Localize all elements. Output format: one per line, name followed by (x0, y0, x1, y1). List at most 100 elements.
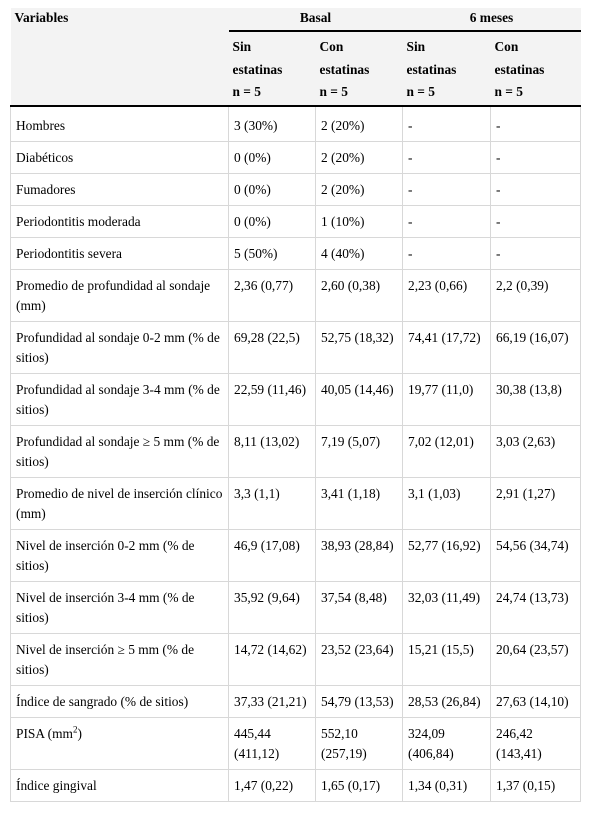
subheader-line1: Con (319, 39, 344, 54)
cell-basal-con: 4 (40%) (315, 237, 404, 270)
table-row: Hombres 3 (30%) 2 (20%) - - (10, 105, 582, 142)
cell-6m-con: - (490, 173, 582, 206)
cell-6m-con: - (490, 141, 582, 174)
cell-basal-sin: 69,28 (22,5) (228, 321, 316, 374)
row-label: Índice gingival (10, 769, 229, 802)
cell-6m-con: 54,56 (34,74) (490, 529, 582, 582)
row-label: Promedio de profundidad al sondaje (mm) (10, 269, 229, 322)
table-row: Nivel de inserción ≥ 5 mm (% de sitios) … (10, 633, 582, 686)
subheader-6m-con-estatinas: Con estatinas n = 5 (490, 31, 581, 107)
clinical-data-table: Variables Basal 6 meses Sin estatinas n … (10, 8, 582, 802)
cell-basal-sin: 14,72 (14,62) (228, 633, 316, 686)
row-label: Promedio de nivel de inserción clínico (… (10, 477, 229, 530)
cell-6m-con: 20,64 (23,57) (490, 633, 582, 686)
cell-basal-con: 2,60 (0,38) (315, 269, 404, 322)
superscript-2: 2 (72, 724, 78, 735)
row-label: Profundidad al sondaje 0-2 mm (% de siti… (10, 321, 229, 374)
subheader-line1: Con (494, 39, 519, 54)
cell-basal-sin: 0 (0%) (228, 205, 316, 238)
cell-6m-sin: 3,1 (1,03) (402, 477, 492, 530)
cell-basal-sin: 445,44 (411,12) (228, 717, 316, 770)
table-row: Diabéticos 0 (0%) 2 (20%) - - (10, 141, 582, 174)
cell-6m-con: 30,38 (13,8) (490, 373, 582, 426)
row-label: Nivel de inserción 0-2 mm (% de sitios) (10, 529, 229, 582)
cell-6m-con: - (490, 205, 582, 238)
table-row: Índice de sangrado (% de sitios) 37,33 (… (10, 685, 582, 718)
cell-basal-sin: 46,9 (17,08) (228, 529, 316, 582)
row-label: Fumadores (10, 173, 229, 206)
row-label: Periodontitis moderada (10, 205, 229, 238)
cell-6m-sin: - (402, 173, 492, 206)
subheader-n: n = 5 (319, 84, 348, 99)
table-row: Índice gingival 1,47 (0,22) 1,65 (0,17) … (10, 769, 582, 802)
subheader-n: n = 5 (232, 84, 261, 99)
cell-basal-sin: 22,59 (11,46) (228, 373, 316, 426)
cell-6m-sin: - (402, 205, 492, 238)
subheader-basal-sin-estatinas: Sin estatinas n = 5 (228, 31, 316, 107)
table-row: Profundidad al sondaje 0-2 mm (% de siti… (10, 321, 582, 374)
cell-6m-sin: 15,21 (15,5) (402, 633, 492, 686)
cell-basal-con: 40,05 (14,46) (315, 373, 404, 426)
cell-basal-sin: 3,3 (1,1) (228, 477, 316, 530)
cell-basal-con: 1 (10%) (315, 205, 404, 238)
cell-basal-sin: 35,92 (9,64) (228, 581, 316, 634)
cell-basal-con: 23,52 (23,64) (315, 633, 404, 686)
cell-6m-con: 2,91 (1,27) (490, 477, 582, 530)
table-header: Variables Basal 6 meses Sin estatinas n … (10, 8, 581, 107)
row-label: Profundidad al sondaje 3-4 mm (% de siti… (10, 373, 229, 426)
row-label-text: PISA (mm (16, 725, 73, 741)
cell-6m-sin: - (402, 141, 492, 174)
cell-6m-con: 66,19 (16,07) (490, 321, 582, 374)
subheader-basal-con-estatinas: Con estatinas n = 5 (315, 31, 403, 107)
cell-6m-sin: 7,02 (12,01) (402, 425, 492, 478)
row-label: Diabéticos (10, 141, 229, 174)
cell-6m-con: - (490, 237, 582, 270)
cell-6m-con: 1,37 (0,15) (490, 769, 582, 802)
cell-6m-sin: - (402, 105, 492, 142)
row-label: Profundidad al sondaje ≥ 5 mm (% de siti… (10, 425, 229, 478)
header-variables: Variables (10, 8, 229, 107)
table-row: Promedio de nivel de inserción clínico (… (10, 477, 582, 530)
cell-basal-con: 52,75 (18,32) (315, 321, 404, 374)
cell-6m-sin: 324,09 (406,84) (402, 717, 492, 770)
table-row: Nivel de inserción 3-4 mm (% de sitios) … (10, 581, 582, 634)
cell-6m-con: 24,74 (13,73) (490, 581, 582, 634)
cell-basal-sin: 8,11 (13,02) (228, 425, 316, 478)
cell-6m-con: 2,2 (0,39) (490, 269, 582, 322)
cell-basal-con: 2 (20%) (315, 173, 404, 206)
row-label: Periodontitis severa (10, 237, 229, 270)
table-row: Promedio de profundidad al sondaje (mm) … (10, 269, 582, 322)
table-row: Profundidad al sondaje 3-4 mm (% de siti… (10, 373, 582, 426)
row-label: Nivel de inserción 3-4 mm (% de sitios) (10, 581, 229, 634)
subheader-line2: estatinas (494, 61, 545, 77)
subheader-n: n = 5 (406, 84, 435, 99)
cell-6m-con: - (490, 105, 582, 142)
subheader-n: n = 5 (494, 84, 523, 99)
cell-6m-con: 246,42 (143,41) (490, 717, 582, 770)
row-label-suffix: ) (77, 725, 82, 741)
cell-6m-sin: - (402, 237, 492, 270)
cell-basal-sin: 0 (0%) (228, 141, 316, 174)
cell-basal-sin: 0 (0%) (228, 173, 316, 206)
table-row: Nivel de inserción 0-2 mm (% de sitios) … (10, 529, 582, 582)
cell-6m-sin: 52,77 (16,92) (402, 529, 492, 582)
subheader-line2: estatinas (406, 61, 457, 77)
cell-basal-con: 54,79 (13,53) (315, 685, 404, 718)
cell-basal-sin: 2,36 (0,77) (228, 269, 316, 322)
table-row: Fumadores 0 (0%) 2 (20%) - - (10, 173, 582, 206)
cell-basal-con: 3,41 (1,18) (315, 477, 404, 530)
row-label-pisa: PISA (mm2) (10, 717, 229, 770)
cell-basal-sin: 3 (30%) (228, 105, 316, 142)
table-row: Profundidad al sondaje ≥ 5 mm (% de siti… (10, 425, 582, 478)
row-label: Índice de sangrado (% de sitios) (10, 685, 229, 718)
cell-basal-con: 2 (20%) (315, 141, 404, 174)
cell-6m-con: 3,03 (2,63) (490, 425, 582, 478)
subheader-line2: estatinas (232, 61, 283, 77)
cell-basal-sin: 5 (50%) (228, 237, 316, 270)
cell-6m-con: 27,63 (14,10) (490, 685, 582, 718)
cell-6m-sin: 28,53 (26,84) (402, 685, 492, 718)
subheader-line1: Sin (406, 39, 426, 54)
table-row: Periodontitis moderada 0 (0%) 1 (10%) - … (10, 205, 582, 238)
header-group-6-meses: 6 meses (402, 8, 581, 32)
row-label: Hombres (10, 105, 229, 142)
